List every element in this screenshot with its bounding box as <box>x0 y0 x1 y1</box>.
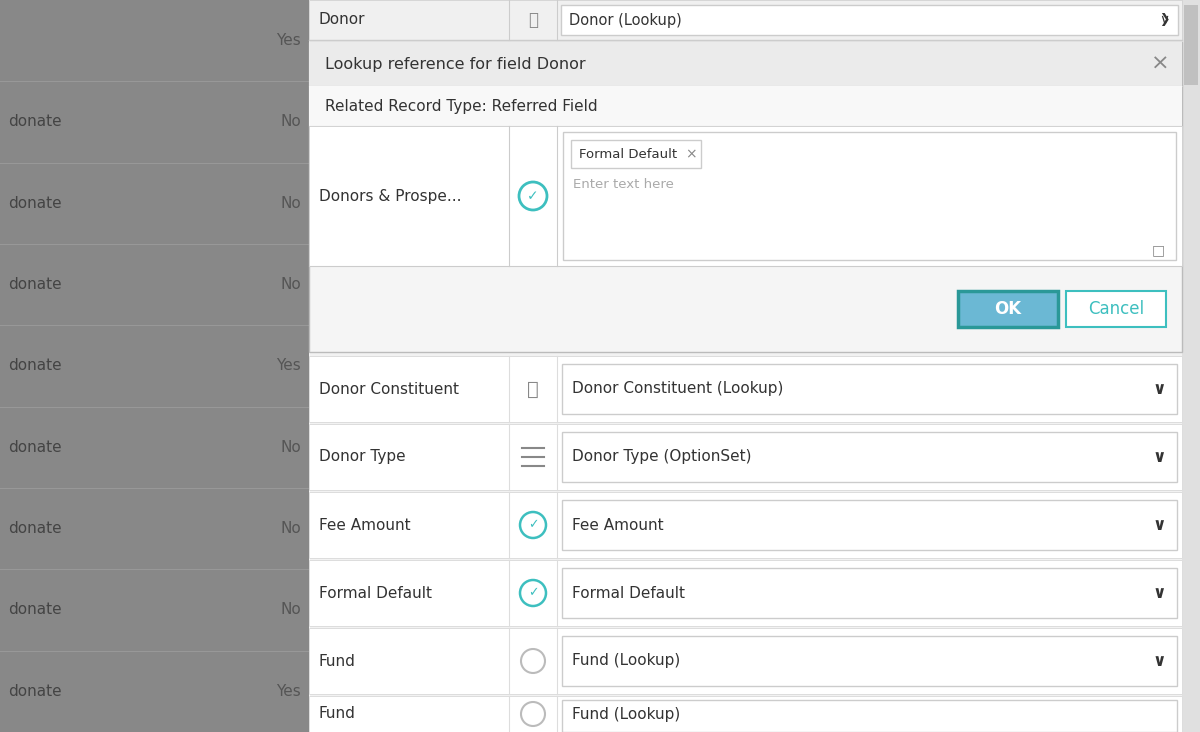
Text: Donor Type (OptionSet): Donor Type (OptionSet) <box>572 449 751 465</box>
Text: No: No <box>281 114 301 130</box>
Text: donate: donate <box>8 602 61 618</box>
Bar <box>958 291 1058 327</box>
Text: No: No <box>281 521 301 536</box>
Bar <box>562 500 1177 550</box>
Text: Fund (Lookup): Fund (Lookup) <box>572 706 680 722</box>
Text: donate: donate <box>8 440 61 455</box>
Text: ∨: ∨ <box>1152 652 1165 670</box>
Bar <box>1184 5 1198 85</box>
Text: ∨: ∨ <box>1152 380 1165 398</box>
Bar <box>310 560 1182 626</box>
Text: Donor Constituent (Lookup): Donor Constituent (Lookup) <box>572 381 784 397</box>
Bar <box>563 132 1176 260</box>
Bar <box>562 5 1178 35</box>
Text: Cancel: Cancel <box>1088 300 1144 318</box>
Bar <box>310 42 1182 86</box>
Bar <box>1182 0 1200 732</box>
Bar <box>310 696 1182 732</box>
Text: Formal Default: Formal Default <box>319 586 432 600</box>
Bar <box>562 432 1177 482</box>
Text: donate: donate <box>8 684 61 699</box>
Text: Yes: Yes <box>276 33 301 48</box>
Text: ∨: ∨ <box>1152 448 1165 466</box>
Bar <box>571 140 701 168</box>
Text: Yes: Yes <box>276 359 301 373</box>
Text: ∨: ∨ <box>1152 584 1165 602</box>
Text: donate: donate <box>8 114 61 130</box>
Bar <box>310 492 1182 558</box>
Bar <box>0 0 310 732</box>
Text: ❯: ❯ <box>1159 13 1169 26</box>
Text: No: No <box>281 277 301 292</box>
Text: ×: × <box>1151 54 1169 74</box>
Bar <box>562 364 1177 414</box>
Text: Donor: Donor <box>319 12 366 28</box>
Text: donate: donate <box>8 359 61 373</box>
Text: Fee Amount: Fee Amount <box>572 518 664 532</box>
Text: Fee Amount: Fee Amount <box>319 518 410 532</box>
Text: ⌕: ⌕ <box>528 11 538 29</box>
Text: Lookup reference for field Donor: Lookup reference for field Donor <box>325 56 586 72</box>
Text: Fund: Fund <box>319 654 356 668</box>
Text: donate: donate <box>8 277 61 292</box>
Text: Donor Constituent: Donor Constituent <box>319 381 458 397</box>
Text: ✓: ✓ <box>527 189 539 203</box>
Text: donate: donate <box>8 196 61 211</box>
Text: donate: donate <box>8 521 61 536</box>
Text: Donor Type: Donor Type <box>319 449 406 465</box>
Text: Donors & Prospe...: Donors & Prospe... <box>319 189 462 203</box>
Text: No: No <box>281 196 301 211</box>
Bar <box>310 0 1200 732</box>
Text: ∨: ∨ <box>1152 516 1165 534</box>
Bar <box>1066 291 1166 327</box>
Bar <box>562 568 1177 618</box>
Bar <box>310 42 1182 352</box>
Text: No: No <box>281 602 301 618</box>
Text: ×: × <box>685 147 697 161</box>
Bar <box>310 86 1182 126</box>
Text: Donor (Lookup): Donor (Lookup) <box>569 12 682 28</box>
Bar <box>310 356 1182 422</box>
Text: ⌕: ⌕ <box>527 379 539 398</box>
Bar <box>310 628 1182 694</box>
Bar <box>310 126 1182 266</box>
Text: Fund (Lookup): Fund (Lookup) <box>572 654 680 668</box>
Bar <box>562 700 1177 732</box>
Text: Enter text here: Enter text here <box>574 177 674 190</box>
Text: ✓: ✓ <box>528 518 539 531</box>
Text: ✓: ✓ <box>528 586 539 600</box>
Text: ∨: ∨ <box>1159 13 1169 27</box>
Text: OK: OK <box>995 300 1021 318</box>
Text: Fund: Fund <box>319 706 356 722</box>
Text: □: □ <box>1152 243 1164 257</box>
Text: Formal Default: Formal Default <box>572 586 685 600</box>
Bar <box>562 636 1177 686</box>
Bar <box>310 424 1182 490</box>
Text: Yes: Yes <box>276 684 301 699</box>
Text: No: No <box>281 440 301 455</box>
Text: Related Record Type: Referred Field: Related Record Type: Referred Field <box>325 99 598 113</box>
Text: Formal Default: Formal Default <box>580 148 677 160</box>
Bar <box>310 0 1182 40</box>
